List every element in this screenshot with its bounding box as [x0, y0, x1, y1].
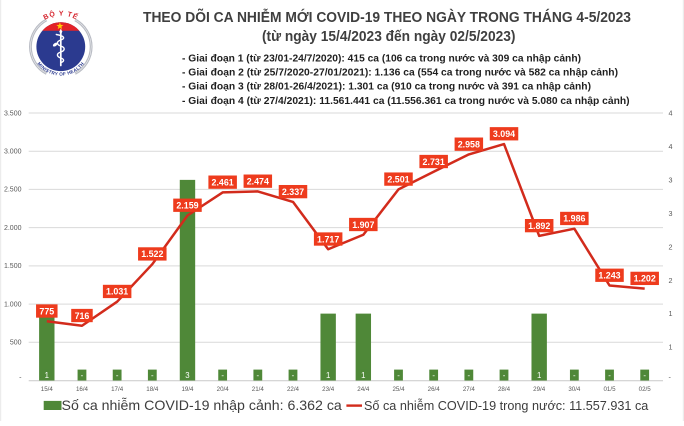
svg-text:3.000: 3.000	[4, 149, 22, 156]
svg-text:- Giai đoạn 2 (từ 25/7/2020-27: - Giai đoạn 2 (từ 25/7/2020-27/01/2021):…	[182, 68, 618, 79]
svg-text:1.031: 1.031	[106, 287, 128, 297]
svg-text:2: 2	[669, 276, 673, 285]
svg-text:1: 1	[669, 309, 673, 318]
svg-text:2.159: 2.159	[176, 200, 198, 210]
svg-text:THEO DÕI CA NHIỄM MỚI COVID-19: THEO DÕI CA NHIỄM MỚI COVID-19 THEO NGÀY…	[143, 8, 631, 26]
svg-text:19/4: 19/4	[181, 386, 194, 393]
svg-text:-: -	[397, 371, 400, 380]
svg-text:1: 1	[361, 371, 365, 380]
svg-text:2: 2	[669, 242, 673, 251]
svg-text:1.986: 1.986	[563, 214, 585, 224]
svg-text:1: 1	[326, 371, 330, 380]
svg-text:30/4: 30/4	[568, 386, 581, 393]
svg-text:775: 775	[39, 306, 54, 316]
svg-text:-: -	[81, 371, 84, 380]
svg-text:Số ca nhiễm COVID-19 trong nướ: Số ca nhiễm COVID-19 trong nước: 11.557.…	[364, 398, 649, 413]
svg-text:1.717: 1.717	[317, 234, 339, 244]
svg-text:2.461: 2.461	[212, 177, 234, 187]
svg-text:-: -	[292, 371, 295, 380]
svg-text:23/4: 23/4	[322, 386, 335, 393]
svg-text:-: -	[503, 371, 506, 380]
svg-text:-: -	[19, 373, 22, 382]
svg-text:500: 500	[10, 340, 22, 347]
svg-text:2.000: 2.000	[4, 225, 22, 232]
svg-text:20/4: 20/4	[217, 386, 230, 393]
svg-text:28/4: 28/4	[498, 386, 511, 393]
svg-text:02/5: 02/5	[639, 386, 652, 393]
svg-text:3.500: 3.500	[4, 110, 22, 117]
svg-text:(từ ngày 15/4/2023 đến ngày 02: (từ ngày 15/4/2023 đến ngày 02/5/2023)	[262, 29, 516, 45]
svg-text:25/4: 25/4	[392, 386, 405, 393]
svg-text:-: -	[468, 371, 471, 380]
svg-text:27/4: 27/4	[463, 386, 476, 393]
svg-text:-: -	[116, 371, 119, 380]
svg-text:16/4: 16/4	[76, 386, 89, 393]
svg-text:4: 4	[669, 109, 673, 118]
svg-text:22/4: 22/4	[287, 386, 300, 393]
svg-text:3: 3	[669, 209, 673, 218]
svg-text:26/4: 26/4	[428, 386, 441, 393]
svg-text:1: 1	[45, 371, 49, 380]
svg-text:BỘ Y TẾ: BỘ Y TẾ	[42, 9, 80, 22]
svg-text:01/5: 01/5	[603, 386, 616, 393]
svg-text:-: -	[573, 371, 576, 380]
svg-text:1.907: 1.907	[352, 220, 374, 230]
svg-text:1.202: 1.202	[634, 274, 656, 284]
svg-text:1.500: 1.500	[4, 263, 22, 270]
svg-text:Số ca nhiễm COVID-19 nhập cảnh: Số ca nhiễm COVID-19 nhập cảnh: 6.362 ca	[62, 397, 343, 413]
svg-text:2.501: 2.501	[387, 174, 409, 184]
svg-text:-: -	[257, 371, 260, 380]
svg-text:3: 3	[669, 175, 673, 184]
svg-text:2.474: 2.474	[247, 176, 269, 186]
svg-text:- Giai đoạn 4 (từ 27/4/2021):: - Giai đoạn 4 (từ 27/4/2021): 11.561.441…	[182, 96, 630, 107]
svg-text:21/4: 21/4	[252, 386, 265, 393]
svg-text:- Giai đoạn 1 (từ 23/01-24/7/2: - Giai đoạn 1 (từ 23/01-24/7/2020): 415 …	[182, 54, 581, 65]
svg-text:716: 716	[75, 311, 90, 321]
svg-text:1: 1	[537, 371, 541, 380]
svg-text:2.958: 2.958	[458, 139, 480, 149]
svg-text:-: -	[432, 371, 435, 380]
svg-text:-: -	[151, 371, 154, 380]
svg-text:4: 4	[669, 142, 673, 151]
svg-text:2.337: 2.337	[282, 187, 304, 197]
svg-text:-: -	[669, 373, 672, 382]
svg-text:1.522: 1.522	[141, 249, 163, 259]
svg-text:18/4: 18/4	[146, 386, 159, 393]
svg-text:2.500: 2.500	[4, 187, 22, 194]
svg-text:1: 1	[669, 343, 673, 352]
svg-text:-: -	[643, 371, 646, 380]
svg-text:-: -	[221, 371, 224, 380]
svg-text:24/4: 24/4	[357, 386, 370, 393]
svg-text:2.731: 2.731	[423, 157, 445, 167]
svg-text:15/4: 15/4	[41, 386, 54, 393]
svg-text:- Giai đoạn 3 (từ 28/01-26/4/2: - Giai đoạn 3 (từ 28/01-26/4/2021): 1.30…	[182, 82, 591, 93]
svg-text:17/4: 17/4	[111, 386, 124, 393]
svg-text:1.000: 1.000	[4, 301, 22, 308]
svg-text:-: -	[608, 371, 611, 380]
svg-text:3: 3	[185, 371, 189, 380]
svg-text:29/4: 29/4	[533, 386, 546, 393]
svg-text:1.243: 1.243	[598, 271, 620, 281]
svg-text:3.094: 3.094	[493, 129, 515, 139]
svg-text:1.892: 1.892	[528, 221, 550, 231]
